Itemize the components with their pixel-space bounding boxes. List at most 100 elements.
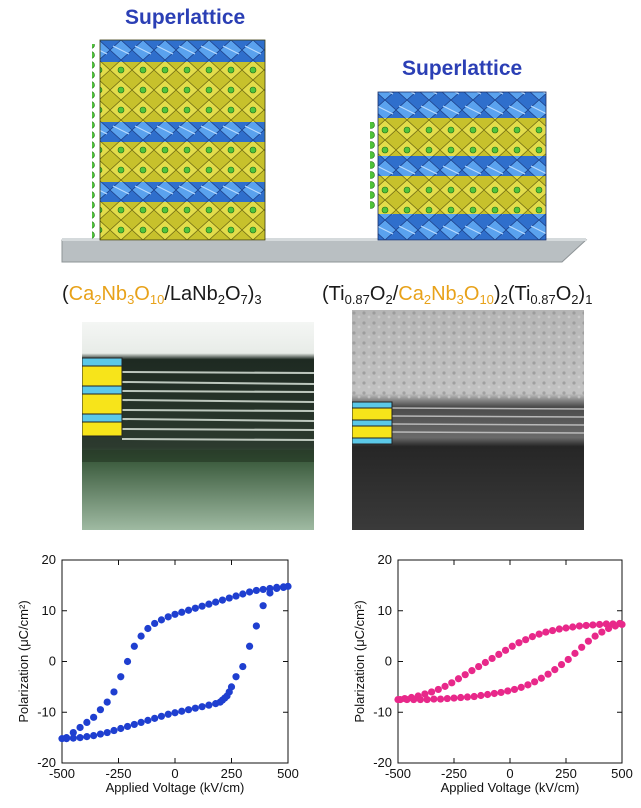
superlattice-illustration (61, 39, 588, 263)
y-tick-label: 10 (378, 603, 392, 618)
data-point (461, 671, 469, 679)
data-point (443, 694, 451, 703)
data-point (83, 733, 91, 741)
data-point (542, 628, 550, 636)
data-point (571, 649, 579, 657)
data-point (477, 691, 485, 700)
data-point (591, 632, 599, 640)
right-superlattice-stack (370, 91, 547, 241)
tem-image-left (82, 322, 314, 530)
data-point (430, 695, 438, 703)
x-tick-label: 250 (221, 766, 243, 781)
data-point (537, 674, 545, 682)
data-point (198, 602, 206, 610)
data-point (555, 625, 563, 633)
y-tick-label: -10 (373, 704, 392, 719)
x-tick-label: 500 (277, 766, 299, 781)
data-point (76, 734, 84, 742)
data-point (117, 724, 125, 733)
data-point (137, 632, 145, 640)
data-point (557, 660, 566, 669)
data-point (232, 673, 240, 681)
data-point (421, 690, 429, 698)
layer-stack-left (82, 357, 123, 437)
data-point (535, 630, 543, 638)
data-point (266, 589, 274, 597)
data-point (171, 709, 179, 717)
data-point (83, 718, 91, 726)
data-point (69, 728, 77, 737)
data-point (184, 606, 193, 614)
data-point (103, 698, 111, 706)
data-point (218, 596, 227, 604)
data-point (454, 675, 463, 683)
data-point (504, 687, 512, 695)
data-point (463, 693, 472, 701)
data-point (239, 590, 247, 598)
data-point (528, 633, 536, 641)
data-point (596, 620, 604, 629)
data-point (273, 584, 281, 593)
data-point (157, 712, 166, 720)
formula-left: (Ca2Nb3O10/LaNb2O7)3 (62, 283, 262, 307)
data-point (123, 722, 132, 731)
plot-frame (397, 559, 623, 764)
data-point (522, 636, 530, 644)
hysteresis-chart-left: -500 -250 0 250 500 20 10 0 -10 -20 Applied Voltag… (16, 552, 299, 795)
data-point (562, 624, 570, 632)
tem-image-right (352, 310, 584, 530)
data-point (212, 700, 220, 708)
x-tick-label: -250 (105, 766, 131, 781)
data-point (232, 592, 240, 600)
data-point (495, 650, 503, 658)
data-point (259, 585, 267, 594)
data-point (90, 731, 98, 740)
data-point (582, 621, 590, 630)
data-point (191, 604, 199, 612)
data-point (564, 655, 572, 664)
data-point (130, 642, 138, 650)
data-point (450, 694, 458, 702)
x-tick-label: -250 (441, 766, 467, 781)
data-point (130, 720, 138, 729)
data-point (225, 594, 233, 602)
data-point (589, 621, 597, 629)
y-tick-label: 20 (42, 552, 56, 567)
data-point (448, 679, 456, 687)
y-tick-label: 20 (378, 552, 392, 567)
y-axis-title: Polarization (μC/cm²) (352, 600, 367, 722)
data-point (441, 682, 449, 690)
data-point (245, 588, 254, 596)
data-point (481, 658, 489, 667)
data-point (410, 695, 418, 704)
y-axis-title: Polarization (μC/cm²) (16, 600, 31, 722)
data-point (468, 667, 476, 675)
data-point (205, 701, 213, 709)
y-tick-label: 0 (385, 654, 392, 669)
data-point (76, 723, 84, 732)
data-point (569, 623, 577, 631)
data-point (484, 690, 492, 699)
x-tick-label: 500 (611, 766, 633, 781)
data-point (212, 598, 220, 606)
data-point (470, 692, 478, 701)
superlattice-label-right: Superlattice (402, 57, 523, 80)
y-tick-label: 0 (49, 654, 56, 669)
data-point (151, 714, 159, 722)
data-point (58, 735, 66, 743)
x-tick-label: 0 (506, 766, 513, 781)
x-axis-title: Applied Voltage (kV/cm) (106, 780, 245, 795)
data-point (90, 713, 98, 721)
y-tick-label: 10 (42, 603, 56, 618)
data-point (490, 689, 498, 698)
x-tick-label: -500 (385, 766, 411, 781)
data-point (403, 695, 411, 704)
data-point (205, 600, 213, 608)
x-tick-label: 250 (555, 766, 577, 781)
y-tick-label: -10 (37, 704, 56, 719)
layer-stack-right (352, 401, 393, 445)
data-point (611, 622, 619, 630)
data-point (245, 642, 254, 650)
data-point (110, 726, 118, 735)
data-point (117, 673, 125, 681)
